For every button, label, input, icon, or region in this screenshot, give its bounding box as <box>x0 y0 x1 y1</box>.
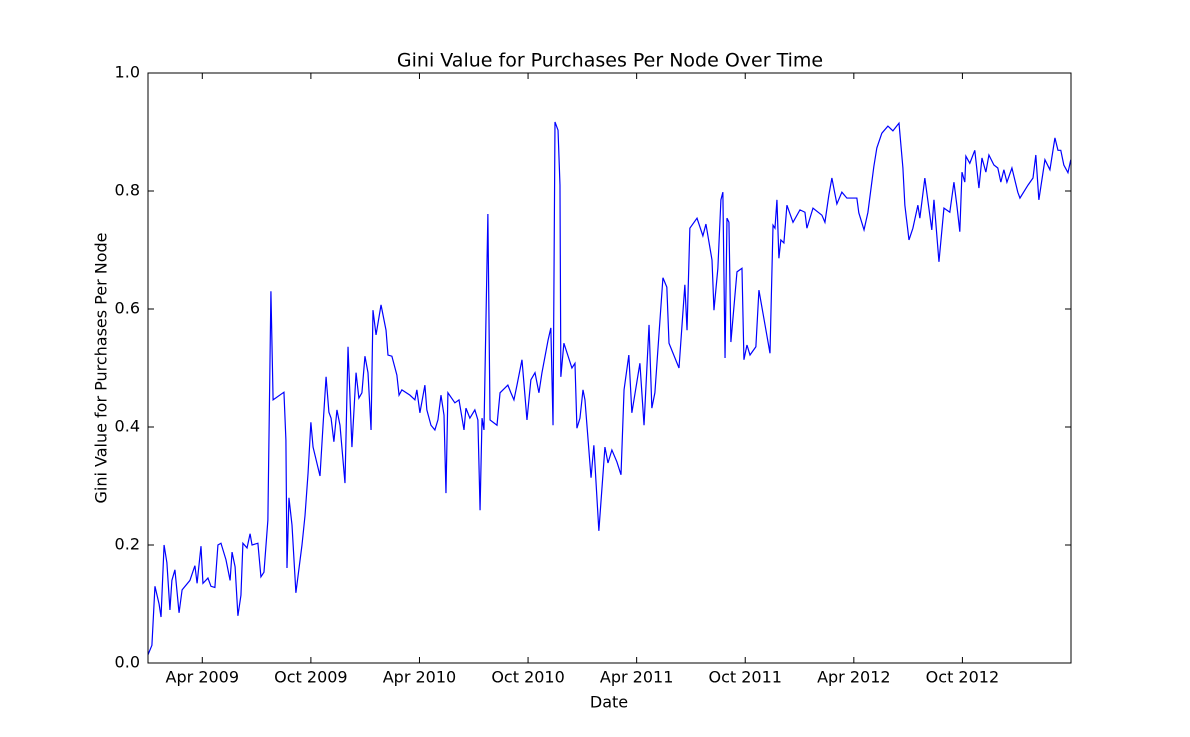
x-tick-label: Apr 2009 <box>166 668 239 687</box>
x-tick-label: Oct 2009 <box>274 668 347 687</box>
plot-frame <box>147 72 1072 664</box>
y-tick-label: 0.0 <box>115 653 140 672</box>
y-tick-label: 0.8 <box>115 181 140 200</box>
y-tick-label: 1.0 <box>115 63 140 82</box>
x-tick-label: Apr 2010 <box>383 668 456 687</box>
y-axis-label: Gini Value for Purchases Per Node <box>92 232 111 503</box>
y-tick-label: 0.4 <box>115 417 140 436</box>
chart-title: Gini Value for Purchases Per Node Over T… <box>397 50 823 72</box>
x-axis-label: Date <box>590 693 628 712</box>
x-tick-label: Oct 2012 <box>926 668 999 687</box>
x-tick-label: Oct 2011 <box>709 668 782 687</box>
x-tick-label: Apr 2011 <box>600 668 673 687</box>
data-line <box>148 121 1071 655</box>
y-tick-label: 0.2 <box>115 535 140 554</box>
y-tick-label: 0.6 <box>115 299 140 318</box>
x-tick-label: Apr 2012 <box>817 668 890 687</box>
x-tick-label: Oct 2010 <box>491 668 564 687</box>
